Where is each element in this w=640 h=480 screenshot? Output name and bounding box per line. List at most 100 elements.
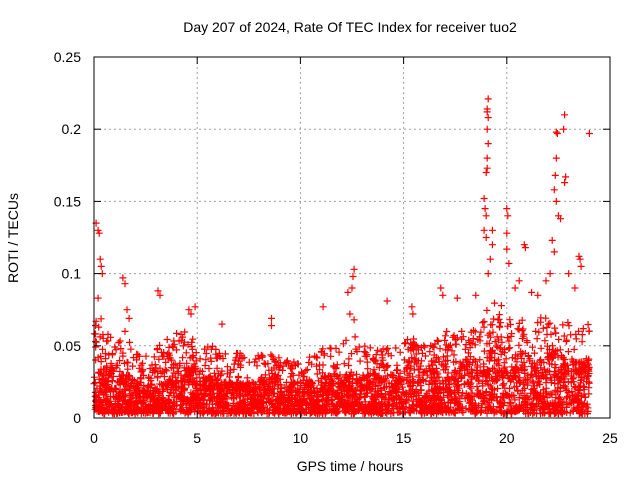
data-point: [472, 291, 480, 299]
data-point: [541, 409, 549, 416]
data-point: [174, 377, 182, 385]
data-point: [391, 381, 399, 389]
data-point: [482, 212, 490, 220]
plot-frame: [93, 56, 611, 419]
data-point: [445, 383, 453, 391]
data-point: [227, 379, 235, 387]
data-point: [119, 349, 127, 357]
data-point: [571, 284, 579, 292]
data-point: [544, 320, 552, 328]
data-point: [367, 385, 375, 393]
data-point: [244, 379, 252, 387]
data-point: [352, 387, 360, 395]
data-point: [96, 255, 104, 263]
data-point: [430, 386, 438, 394]
data-point: [514, 325, 522, 333]
data-point: [163, 367, 171, 375]
data-point: [98, 403, 106, 411]
data-point: [404, 336, 411, 344]
data-point: [521, 395, 529, 403]
data-point: [508, 363, 516, 371]
data-point: [489, 346, 497, 354]
data-point: [462, 341, 470, 349]
data-point: [236, 406, 244, 414]
data-point: [544, 355, 552, 363]
data-point: [340, 360, 348, 368]
data-point: [94, 294, 102, 302]
data-point: [117, 345, 125, 353]
data-point: [326, 344, 334, 352]
data-point: [108, 351, 116, 359]
data-point: [531, 365, 539, 372]
data-point: [273, 405, 281, 413]
data-point: [482, 377, 490, 385]
data-point: [482, 169, 490, 176]
data-point: [417, 403, 425, 411]
data-point: [348, 350, 355, 358]
data-point: [198, 390, 206, 398]
data-point: [406, 405, 413, 413]
data-point: [124, 365, 132, 373]
data-point: [445, 409, 453, 417]
data-point: [329, 377, 337, 385]
data-point: [415, 373, 423, 381]
data-point: [574, 395, 582, 403]
data-point: [181, 328, 189, 336]
data-point: [94, 404, 102, 412]
data-point: [482, 388, 490, 396]
data-point: [443, 328, 451, 335]
data-point: [530, 409, 538, 417]
data-point: [487, 395, 495, 403]
data-point: [466, 398, 474, 406]
data-point: [576, 255, 584, 263]
data-point: [503, 369, 511, 377]
data-point: [443, 352, 451, 360]
data-point: [141, 400, 149, 408]
data-point: [224, 363, 231, 371]
data-point: [248, 409, 256, 417]
data-point: [321, 373, 329, 381]
data-point: [374, 374, 382, 382]
data-point: [440, 399, 448, 407]
data-point: [182, 349, 190, 357]
data-point: [192, 396, 200, 404]
data-point: [115, 339, 123, 347]
data-point: [111, 343, 119, 351]
data-point: [125, 404, 133, 412]
data-point: [392, 344, 400, 352]
data-point: [493, 342, 500, 350]
data-point: [388, 395, 396, 403]
data-point: [584, 321, 592, 328]
data-point: [486, 255, 494, 263]
data-point: [532, 327, 540, 335]
data-point: [570, 374, 577, 382]
data-point: [422, 392, 430, 400]
data-point: [480, 347, 488, 355]
data-point: [124, 373, 132, 381]
data-point: [116, 357, 124, 365]
data-point: [333, 409, 341, 417]
data-point: [303, 377, 311, 384]
data-point: [575, 359, 583, 367]
data-point: [325, 406, 333, 414]
data-point: [533, 335, 541, 343]
data-point: [476, 356, 484, 364]
data-point: [356, 357, 364, 365]
data-point: [127, 390, 135, 398]
data-point: [262, 371, 269, 379]
data-point: [552, 128, 560, 136]
data-point: [362, 349, 370, 357]
data-point: [268, 314, 275, 322]
data-point: [277, 390, 285, 398]
data-point: [466, 369, 474, 377]
data-point: [480, 323, 488, 331]
chart-title: Day 207 of 2024, Rate Of TEC Index for r…: [183, 19, 517, 35]
data-point: [409, 397, 417, 405]
data-point: [352, 399, 360, 407]
data-point: [184, 408, 192, 416]
data-point: [192, 349, 200, 357]
data-point: [166, 354, 174, 362]
data-point: [138, 407, 146, 415]
data-point: [491, 338, 499, 346]
data-point: [502, 355, 510, 363]
